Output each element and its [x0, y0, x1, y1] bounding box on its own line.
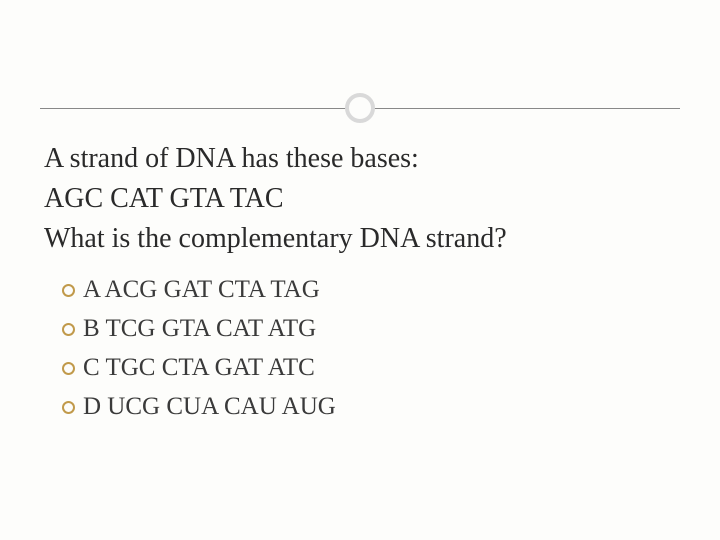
bullet-icon — [62, 284, 75, 297]
option-c: C TGC CTA GAT ATC — [62, 349, 676, 388]
accent-circle-icon — [345, 93, 375, 123]
option-d: D UCG CUA CAU AUG — [62, 388, 676, 427]
option-label: A ACG GAT CTA TAG — [83, 271, 320, 310]
bullet-icon — [62, 401, 75, 414]
content-region: A strand of DNA has these bases: AGC CAT… — [44, 140, 676, 426]
option-b: B TCG GTA CAT ATG — [62, 310, 676, 349]
bullet-icon — [62, 362, 75, 375]
option-a: A ACG GAT CTA TAG — [62, 271, 676, 310]
option-label: B TCG GTA CAT ATG — [83, 310, 316, 349]
question-line-2: AGC CAT GTA TAC — [44, 180, 676, 218]
slide-container: A strand of DNA has these bases: AGC CAT… — [0, 0, 720, 540]
header-region — [0, 0, 720, 108]
option-label: C TGC CTA GAT ATC — [83, 349, 315, 388]
question-line-3: What is the complementary DNA strand? — [44, 220, 676, 258]
question-line-1: A strand of DNA has these bases: — [44, 140, 676, 178]
bullet-icon — [62, 323, 75, 336]
option-label: D UCG CUA CAU AUG — [83, 388, 336, 427]
options-list: A ACG GAT CTA TAG B TCG GTA CAT ATG C TG… — [44, 271, 676, 426]
